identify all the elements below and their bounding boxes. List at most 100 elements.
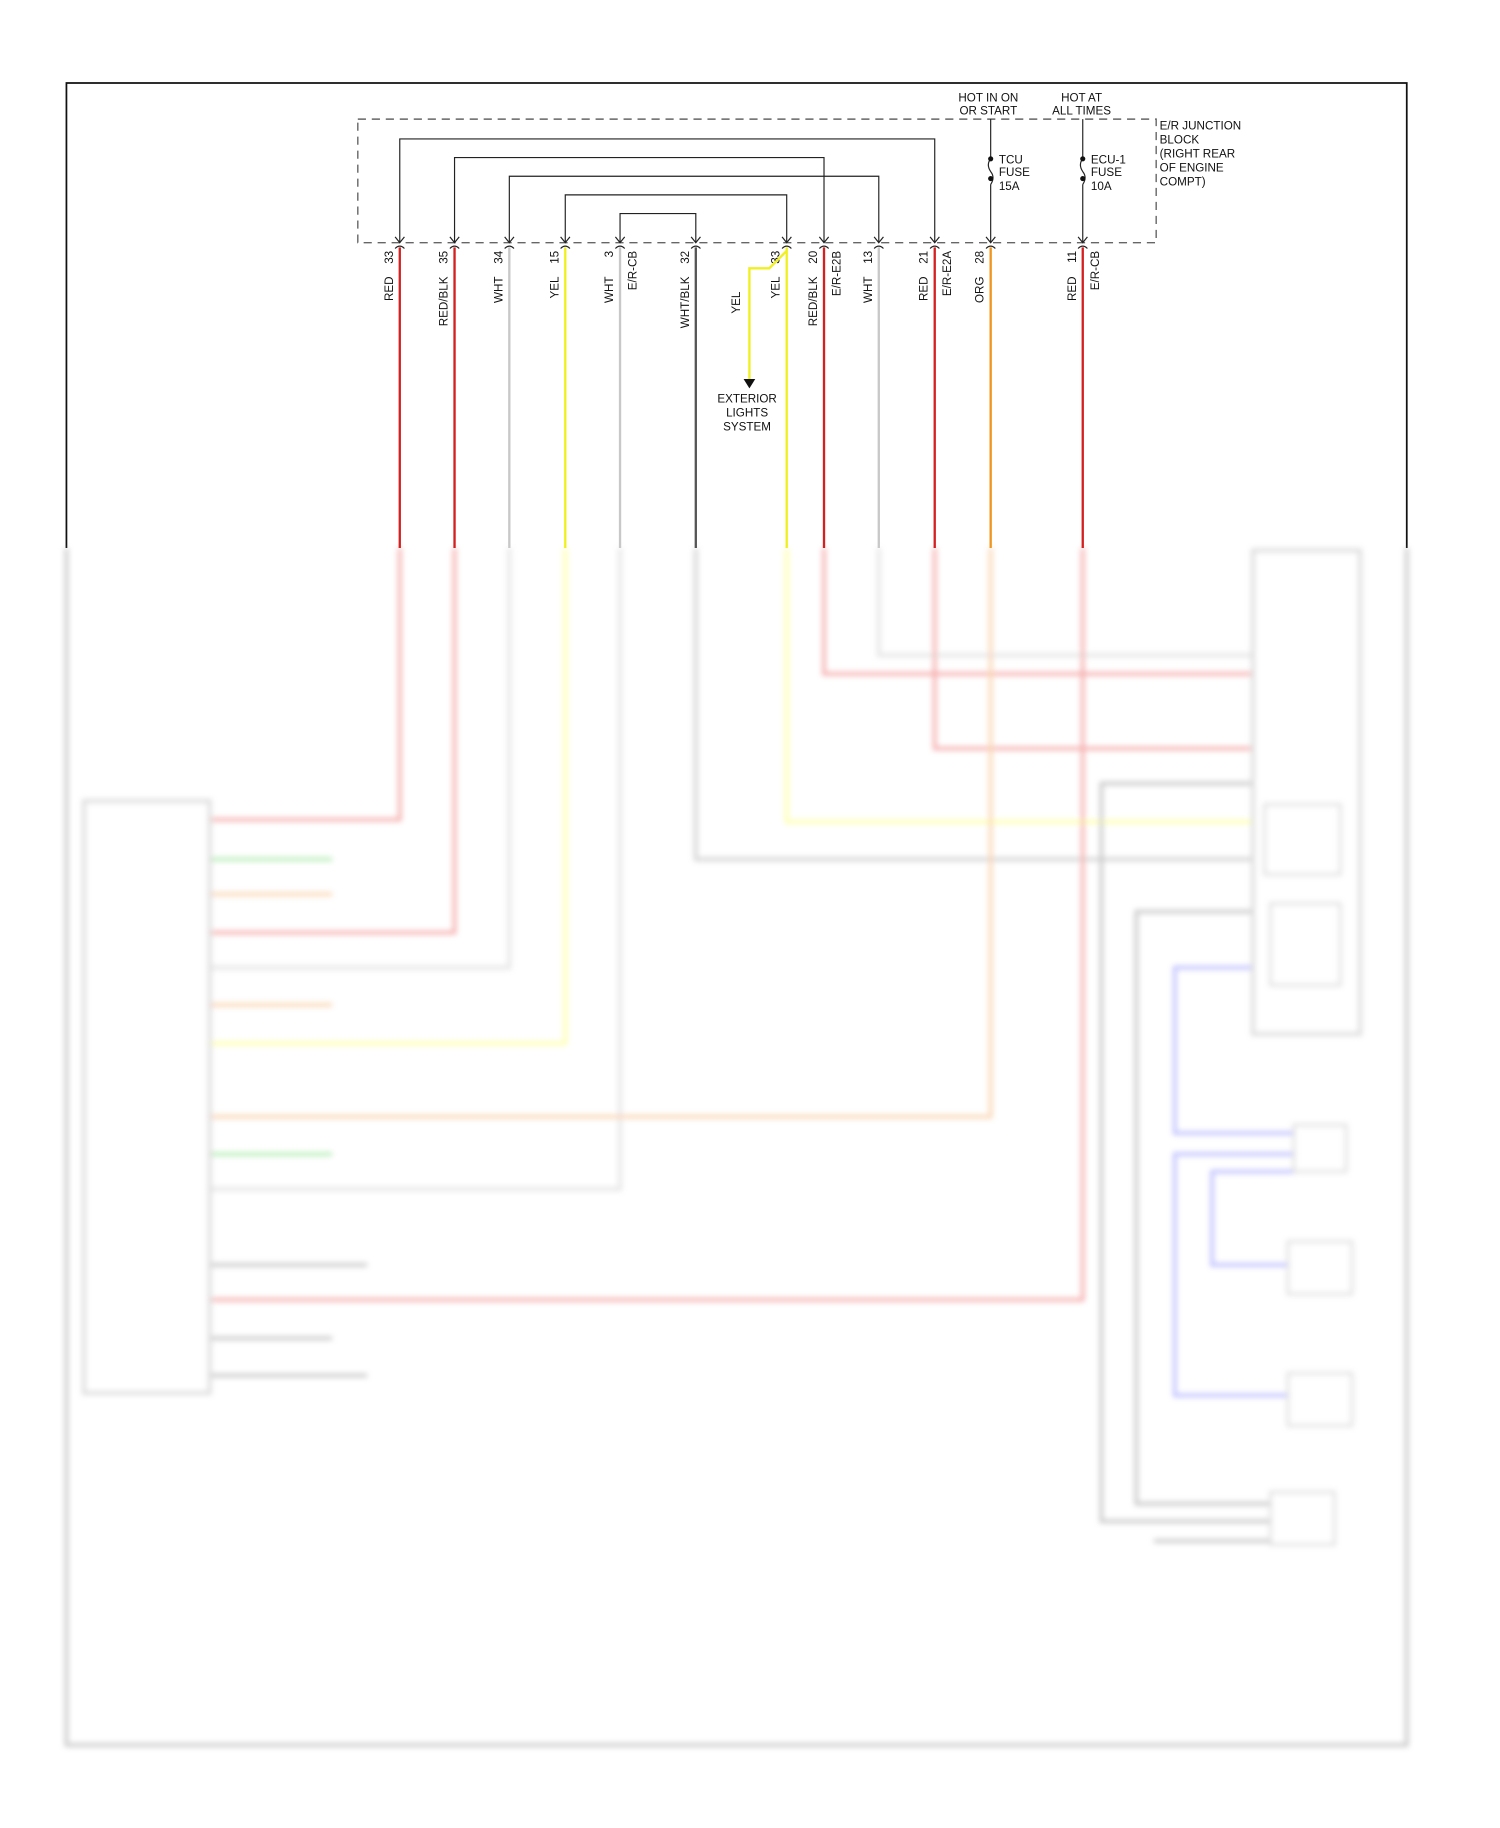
jb-label-line: BLOCK xyxy=(1160,134,1200,147)
pin-connector-icon xyxy=(873,236,884,249)
wire-gray-right-2 xyxy=(1134,909,1271,1506)
wire-red-33-lower xyxy=(209,548,402,822)
jumper-35-20 xyxy=(453,157,825,243)
pin-number: 3 xyxy=(603,251,616,257)
wire-blue-3 xyxy=(1210,1169,1294,1267)
wire-wht-34-lower xyxy=(209,548,512,970)
wire-color-label: RED xyxy=(383,276,396,301)
shift-lever-switch xyxy=(1251,548,1362,1036)
tcu-source-label: OR START xyxy=(959,104,1017,117)
connector-id-label: E/R-CB xyxy=(1089,251,1102,291)
wire-redblk-20-lower xyxy=(822,548,1253,676)
fuse-terminal xyxy=(988,176,994,182)
blurred-lower-section xyxy=(64,548,1409,1747)
arrow-down-icon xyxy=(743,379,756,389)
internal-jumpers xyxy=(399,119,1086,243)
sensor-3 xyxy=(1286,1372,1354,1427)
switch-inner-2 xyxy=(1269,902,1342,987)
exterior-lights-label: SYSTEM xyxy=(723,420,771,433)
wire-red-21-lower xyxy=(932,548,1253,751)
wire-org-28-lower xyxy=(209,548,993,1119)
jb-label-line: COMPT) xyxy=(1160,176,1206,189)
wire-color-label: WHT xyxy=(603,276,616,303)
jumper-34-13 xyxy=(508,175,880,243)
pin-connector-icon xyxy=(985,236,996,249)
wire-color-label: WHT/BLK xyxy=(679,276,692,328)
pin-connector-icon xyxy=(929,236,940,249)
pin-connector-icon xyxy=(818,236,830,249)
wire-yel-branch xyxy=(748,250,788,380)
branch-wire-color-label: YEL xyxy=(730,291,743,314)
exterior-lights-label: EXTERIOR xyxy=(717,392,777,405)
pin-connector-icon xyxy=(614,236,626,249)
tcm-module xyxy=(82,799,212,1395)
wire-color-label: RED/BLK xyxy=(438,276,451,326)
wire-yel-33-lower xyxy=(784,548,1253,824)
ecu-fuse-label: ECU-1 xyxy=(1091,153,1126,166)
wire-yel-15-lower xyxy=(209,548,568,1046)
pin-connector-icon xyxy=(560,236,571,249)
jb-label-line: (RIGHT REAR xyxy=(1160,148,1235,161)
jumper-15-33 xyxy=(564,194,788,243)
junction-block-label: E/R JUNCTION BLOCK (RIGHT REAR OF ENGINE… xyxy=(1160,120,1242,189)
fuse-terminal xyxy=(1080,176,1086,182)
wire-blue-2 xyxy=(1173,1152,1294,1398)
connector-pins: 33 RED 35 RED/BLK 34 WHT 15 YEL 3 WHT E/R-CB 32 WHT/… xyxy=(383,236,1102,549)
wire-red-11-lower xyxy=(209,548,1085,1302)
pin-number: 33 xyxy=(383,251,396,264)
junction-block-outline xyxy=(357,118,1157,244)
pin-number: 20 xyxy=(807,250,820,263)
fuse-ecu-icon xyxy=(1079,158,1086,185)
pin-connector-icon xyxy=(504,236,515,249)
sensor-2 xyxy=(1286,1240,1354,1296)
jumper-3-32 xyxy=(619,212,697,243)
connector-id-label: E/R-CB xyxy=(626,251,639,291)
ecu-fuse-label: FUSE xyxy=(1091,166,1122,179)
sensor-4 xyxy=(1269,1490,1336,1546)
wire-blue-1 xyxy=(1173,965,1294,1135)
ecu-fuse-label: 10A xyxy=(1091,180,1112,193)
connector-id-label: E/R-E2B xyxy=(830,251,843,297)
wire-color-label: YEL xyxy=(770,276,783,299)
ecu-source-label: HOT AT xyxy=(1061,92,1102,105)
pin-number: 13 xyxy=(862,251,875,264)
fuse-terminal xyxy=(1080,156,1086,162)
pin-number: 28 xyxy=(974,251,987,264)
pin-connector-icon xyxy=(781,236,792,249)
pin-number: 11 xyxy=(1066,251,1079,263)
pin-number: 35 xyxy=(438,251,451,264)
sensor-1 xyxy=(1292,1123,1348,1173)
wire-color-label: WHT xyxy=(862,276,875,303)
wire-whtblk-32-lower xyxy=(694,548,1253,861)
pin-connector-icon xyxy=(449,236,460,249)
wire-color-label: ORG xyxy=(974,276,987,303)
switch-inner-1 xyxy=(1263,803,1342,876)
pin-connector-icon xyxy=(1077,236,1088,249)
pin-connector-icon xyxy=(690,236,701,249)
wire-color-label: RED/BLK xyxy=(807,276,820,326)
wire-gray-right-1 xyxy=(1099,781,1271,1523)
jumper-33-21 xyxy=(399,138,936,243)
wire-color-label: RED xyxy=(918,276,931,301)
fuse-tcu-icon xyxy=(987,158,994,185)
wire-wht-13-lower xyxy=(877,548,1253,658)
wire-wht-3-lower xyxy=(209,548,622,1191)
tcu-fuse-label: FUSE xyxy=(999,166,1030,179)
wire-color-label: WHT xyxy=(492,276,505,303)
pin-number: 34 xyxy=(492,250,505,263)
wire-color-label: RED xyxy=(1066,276,1079,301)
connector-id-label: E/R-E2A xyxy=(941,251,954,297)
tcu-fuse-label: 15A xyxy=(999,180,1020,193)
diagram-frame-bottom xyxy=(64,548,1409,1747)
pin-number: 32 xyxy=(679,251,692,264)
diagram-frame-top xyxy=(65,82,1408,549)
fuse-terminal xyxy=(988,156,994,162)
tcu-source-label: HOT IN ON xyxy=(958,92,1018,105)
exterior-lights-label: LIGHTS xyxy=(726,406,768,419)
pin-number: 21 xyxy=(918,251,931,264)
pin-connector-icon xyxy=(394,236,405,249)
jb-label-line: OF ENGINE xyxy=(1160,162,1224,175)
ecu-source-label: ALL TIMES xyxy=(1052,104,1111,117)
wire-color-label: YEL xyxy=(548,276,561,299)
